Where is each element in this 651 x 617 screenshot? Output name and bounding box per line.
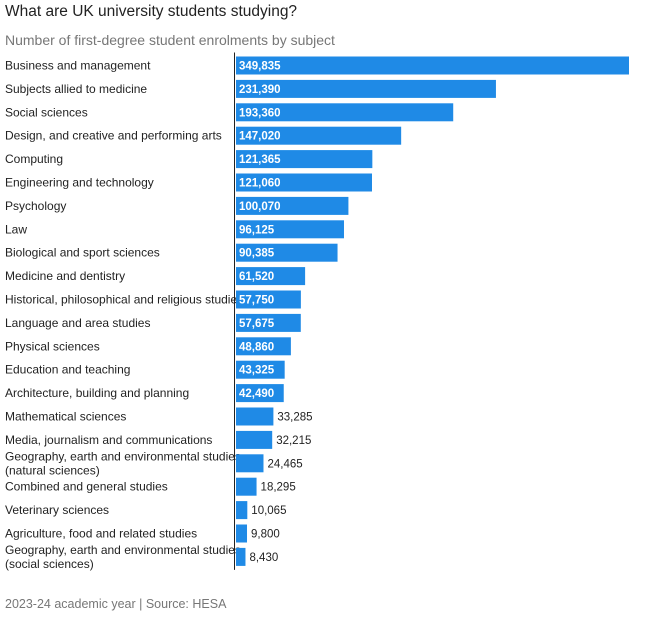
data-label: 9,800 — [251, 529, 280, 541]
data-label: 61,520 — [239, 271, 274, 283]
data-label: 57,675 — [239, 318, 275, 330]
category-label: Historical, philosophical and religious … — [5, 293, 243, 307]
bar — [236, 501, 248, 520]
data-label: 193,360 — [239, 107, 281, 119]
category-label: Media, journalism and communications — [5, 433, 212, 447]
data-label: 43,325 — [239, 365, 275, 377]
data-label: 48,860 — [239, 341, 274, 353]
category-label: Education and teaching — [5, 363, 130, 377]
category-label: Biological and sport sciences — [5, 246, 160, 260]
bar — [236, 220, 344, 239]
chart-subtitle: Number of first-degree student enrolment… — [5, 32, 335, 48]
category-label: Geography, earth and environmental studi… — [5, 543, 241, 571]
category-label: Combined and general studies — [5, 480, 168, 494]
category-label: Geography, earth and environmental studi… — [5, 449, 241, 477]
category-label: Law — [5, 222, 27, 236]
category-label: Subjects allied to medicine — [5, 82, 147, 96]
category-label: Physical sciences — [5, 339, 100, 353]
bar — [236, 524, 248, 543]
category-label: Engineering and technology — [5, 176, 154, 190]
data-label: 121,365 — [239, 154, 281, 166]
data-label: 10,065 — [251, 505, 286, 517]
source-footnote: 2023-24 academic year | Source: HESA — [5, 597, 227, 611]
bar — [236, 337, 291, 356]
category-label: Language and area studies — [5, 316, 150, 330]
bar — [236, 290, 301, 309]
data-label: 32,215 — [276, 435, 311, 447]
bar — [236, 173, 372, 192]
category-label: Veterinary sciences — [5, 503, 109, 517]
bar — [236, 79, 496, 98]
bar — [236, 103, 454, 122]
data-label: 33,285 — [277, 412, 312, 424]
category-label: Agriculture, food and related studies — [5, 527, 197, 541]
bar — [236, 407, 274, 426]
chart-title: What are UK university students studying… — [5, 3, 298, 20]
bar — [236, 547, 246, 566]
category-label: Psychology — [5, 199, 66, 213]
data-label: 57,750 — [239, 295, 274, 307]
data-label: 96,125 — [239, 224, 275, 236]
bar — [236, 56, 629, 75]
bar — [236, 126, 402, 145]
category-label: Social sciences — [5, 105, 88, 119]
category-label: Mathematical sciences — [5, 410, 126, 424]
data-label: 24,465 — [267, 458, 302, 470]
bar — [236, 384, 284, 403]
bar — [236, 313, 301, 332]
data-label: 90,385 — [239, 248, 275, 260]
category-label: Architecture, building and planning — [5, 386, 189, 400]
data-label: 231,390 — [239, 84, 281, 96]
data-label: 8,430 — [249, 552, 278, 564]
bar — [236, 243, 338, 262]
data-label: 18,295 — [261, 482, 296, 494]
bar — [236, 150, 373, 169]
category-label: Business and management — [5, 59, 151, 73]
bar — [236, 360, 285, 379]
data-label: 121,060 — [239, 178, 281, 190]
bar — [236, 454, 264, 473]
category-label: Medicine and dentistry — [5, 269, 125, 283]
category-label: Design, and creative and performing arts — [5, 129, 222, 143]
data-label: 42,490 — [239, 388, 274, 400]
bar — [236, 477, 257, 496]
category-label: Computing — [5, 152, 63, 166]
bar — [236, 430, 273, 449]
data-label: 147,020 — [239, 131, 281, 143]
data-label: 349,835 — [239, 61, 281, 73]
bar — [236, 267, 306, 286]
bar — [236, 196, 349, 215]
data-label: 100,070 — [239, 201, 281, 213]
